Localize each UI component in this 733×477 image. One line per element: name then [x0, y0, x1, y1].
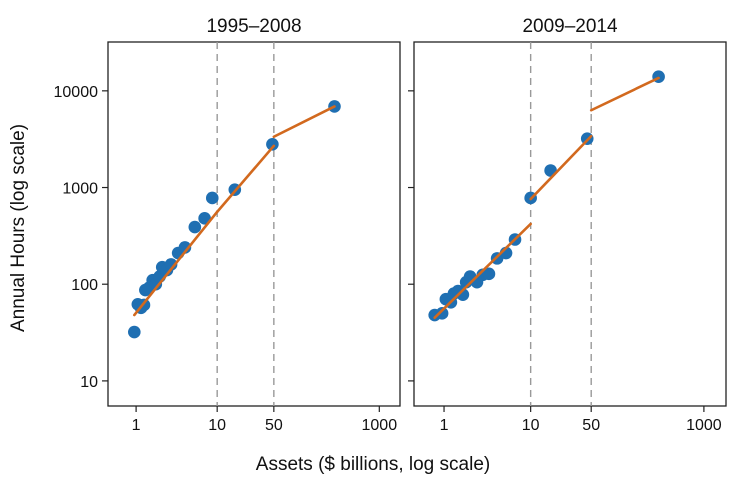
x-tick-label: 50 [582, 417, 600, 434]
x-tick-label: 1 [440, 417, 449, 434]
data-point [266, 137, 279, 151]
x-tick-label: 50 [265, 417, 283, 434]
data-point [435, 307, 449, 320]
data-point [178, 241, 192, 254]
x-tick-label: 1000 [686, 417, 722, 434]
y-axis-title: Annual Hours (log scale) [8, 124, 29, 332]
y-tick-label: 100 [71, 277, 98, 294]
y-tick-label: 10 [80, 374, 98, 391]
x-tick-label: 10 [208, 417, 226, 434]
x-tick-label: 1000 [362, 417, 398, 434]
fit-line [589, 76, 660, 112]
plot-frame [413, 41, 727, 407]
x-tick-label: 1 [132, 417, 141, 434]
panel-title: 1995–2008 [206, 16, 301, 37]
fit-line [133, 210, 219, 317]
data-point [188, 220, 202, 234]
x-axis-title: Assets ($ billions, log scale) [256, 454, 490, 475]
fit-line [529, 134, 593, 201]
plot-frame [107, 41, 401, 407]
panel-left: 1995–2008 1 10 50 1000 10 100 1000 10000 [54, 16, 401, 434]
panel-title: 2009–2014 [522, 16, 618, 37]
fit-line [272, 105, 336, 139]
data-point [128, 325, 141, 339]
fit-line [215, 144, 276, 214]
y-tick-label: 10000 [54, 84, 99, 101]
data-point [198, 212, 211, 225]
data-point [205, 191, 219, 205]
y-tick-label: 1000 [62, 181, 98, 198]
x-tick-label: 10 [522, 417, 540, 434]
panel-right: 2009–2014 1 10 50 1000 [408, 16, 727, 434]
fit-line [433, 222, 532, 320]
data-point [164, 258, 178, 271]
data-point [482, 267, 496, 281]
